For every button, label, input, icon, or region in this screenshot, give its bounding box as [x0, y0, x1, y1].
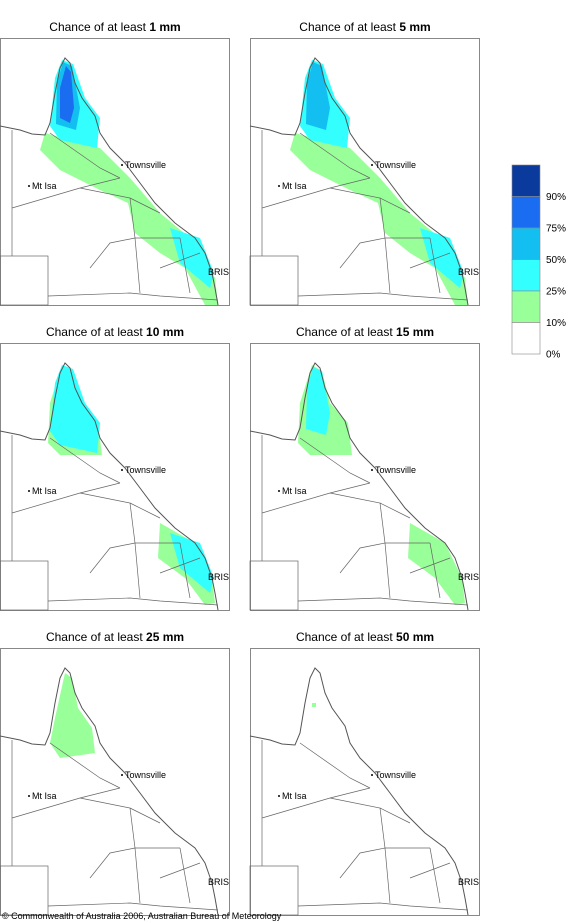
place-label: Townsville: [375, 770, 416, 780]
legend-swatch: [511, 164, 541, 197]
place-label: Townsville: [375, 465, 416, 475]
rain-shading: [50, 673, 95, 758]
panel-frame: [0, 648, 230, 916]
legend-swatch: [511, 259, 541, 292]
panel-title: Chance of at least 15 mm: [296, 325, 434, 339]
town-dot: [278, 795, 280, 797]
legend-label: 90%: [546, 192, 566, 203]
legend-swatch: [511, 227, 541, 260]
panel-title: Chance of at least 1 mm: [49, 20, 180, 34]
title-text: Chance of at least: [296, 325, 396, 339]
town-dot: [28, 795, 30, 797]
title-text: Chance of at least: [46, 325, 146, 339]
place-label: BRIS: [458, 267, 479, 277]
place-label: Mt Isa: [282, 486, 307, 496]
town-dot: [121, 774, 123, 776]
title-amount: 50 mm: [396, 630, 434, 644]
legend-swatch: [511, 322, 541, 355]
panel-frame: [250, 648, 480, 916]
legend-label: 75%: [546, 224, 566, 235]
title-amount: 15 mm: [396, 325, 434, 339]
map-panel: Townsville Mt Isa BRIS: [249, 343, 480, 611]
title-amount: 5 mm: [399, 20, 430, 34]
town-dot: [121, 469, 123, 471]
town-dot: [278, 185, 280, 187]
legend-label: 10%: [546, 318, 566, 329]
town-dot: [278, 490, 280, 492]
town-dot: [371, 774, 373, 776]
panel-title: Chance of at least 10 mm: [46, 325, 184, 339]
town-dot: [28, 185, 30, 187]
panel-title: Chance of at least 5 mm: [299, 20, 430, 34]
rain-shading: [50, 365, 100, 453]
place-label: BRIS: [458, 877, 479, 887]
map-panel: Townsville Mt Isa BRIS: [0, 648, 230, 916]
rain-shading: [408, 523, 465, 605]
place-label: Mt Isa: [32, 181, 57, 191]
legend-swatch: [511, 196, 541, 229]
place-label: Townsville: [125, 770, 166, 780]
rain-shading: [40, 133, 218, 305]
town-dot: [371, 164, 373, 166]
place-label: Townsville: [125, 160, 166, 170]
legend-swatch: [511, 290, 541, 323]
place-label: Mt Isa: [32, 791, 57, 801]
legend-label: 0%: [546, 350, 561, 361]
title-text: Chance of at least: [299, 20, 399, 34]
rain-shading: [312, 703, 316, 707]
town-dot: [371, 469, 373, 471]
map-panel: Townsville Mt Isa BRIS: [249, 38, 480, 306]
place-label: Townsville: [375, 160, 416, 170]
panel-title: Chance of at least 25 mm: [46, 630, 184, 644]
place-label: Mt Isa: [282, 181, 307, 191]
place-label: Townsville: [125, 465, 166, 475]
map-panel: Townsville Mt Isa BRIS: [0, 38, 230, 306]
title-text: Chance of at least: [296, 630, 396, 644]
title-amount: 25 mm: [146, 630, 184, 644]
map-panel: Townsville Mt Isa BRIS: [0, 343, 230, 611]
legend-label: 50%: [546, 255, 566, 266]
title-text: Chance of at least: [46, 630, 146, 644]
panel-title: Chance of at least 50 mm: [296, 630, 434, 644]
title-text: Chance of at least: [49, 20, 149, 34]
map-panel: Townsville Mt Isa BRIS: [249, 648, 480, 916]
place-label: BRIS: [458, 572, 479, 582]
town-dot: [28, 490, 30, 492]
rain-shading: [60, 66, 74, 123]
place-label: BRIS: [208, 572, 229, 582]
footer: © Commonwealth of Australia 2006, Austra…: [2, 911, 282, 921]
place-label: Mt Isa: [32, 486, 57, 496]
place-label: BRIS: [208, 877, 229, 887]
title-amount: 1 mm: [149, 20, 180, 34]
title-amount: 10 mm: [146, 325, 184, 339]
town-dot: [121, 164, 123, 166]
place-label: Mt Isa: [282, 791, 307, 801]
legend-label: 25%: [546, 287, 566, 298]
place-label: BRIS: [208, 267, 229, 277]
rain-shading: [290, 133, 468, 305]
